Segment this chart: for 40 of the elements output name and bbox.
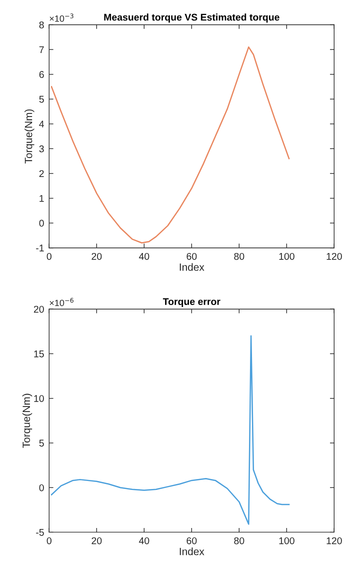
y-tick-label: -5 [36,529,44,536]
x-tick-label: 40 [138,537,150,544]
line-series [50,335,290,525]
x-tick-label: 120 [326,252,342,260]
x-tick-label: 120 [326,537,342,544]
y-tick-label: 3 [39,145,44,152]
y-tick-label: 5 [39,440,44,447]
x-tick-label: 80 [234,537,244,544]
x-tick-label: 100 [279,252,294,260]
y-axis-title: Torque(Nm) [22,394,32,448]
y-tick-label: 4 [39,120,44,128]
text: ×10$^{−3}$ [50,14,74,22]
y-axis-title: Torque(Nm) [24,109,34,164]
y-tick-label: 2 [39,170,44,177]
y-tick-label: 6 [39,71,44,78]
y-tick-label: -1 [36,244,44,252]
x-tick-label: 100 [279,537,294,544]
x-axis-title: Index [180,548,204,556]
y-tick-label: 1 [40,195,44,202]
x-tick-label: 40 [138,252,150,260]
x-axis-title: Index [180,263,204,271]
text: ×10$^{−6}$ [50,298,74,306]
y-tick-label: 0 [39,220,44,227]
chart-title: Torque error [162,298,220,307]
x-tick-label: 0 [46,252,52,260]
y-tick-label: 7 [39,46,44,54]
y-tick-label: 15 [34,350,44,358]
y-tick-label: 0 [39,484,44,492]
x-tick-label: 80 [234,252,244,260]
line-series [50,46,290,244]
y-tick-label: 20 [34,306,44,313]
x-tick-label: 60 [186,537,197,544]
x-tick-label: 20 [92,537,102,544]
y-tick-label: 10 [34,395,44,402]
y-tick-label: 5 [39,96,44,103]
y-tick-label: 8 [39,21,44,28]
x-tick-label: 60 [186,252,197,260]
x-tick-label: 0 [46,537,52,544]
x-tick-label: 20 [92,252,102,260]
chart-title: Measuerd torque VS Estimated torque [104,14,280,23]
